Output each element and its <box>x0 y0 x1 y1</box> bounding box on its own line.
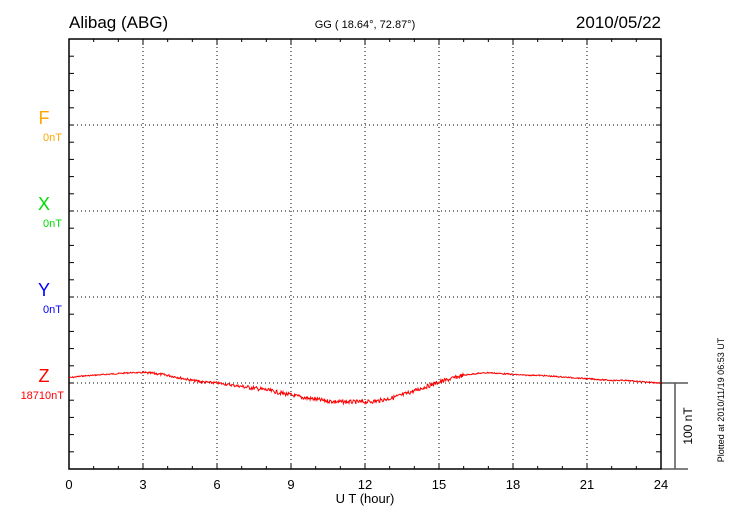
x-tick-label: 0 <box>65 477 72 492</box>
x-tick-label: 24 <box>654 477 668 492</box>
chart-subtitle: GG ( 18.64°, 72.87°) <box>315 19 416 31</box>
x-tick-label: 6 <box>213 477 220 492</box>
plotted-note: Plotted at 2010/11/19 06:53 UT <box>716 337 726 462</box>
component-label-z: Z <box>39 366 50 386</box>
x-tick-label: 21 <box>580 477 594 492</box>
component-baseline-f: 0nT <box>43 132 62 144</box>
component-label-x: X <box>38 194 50 214</box>
x-tick-label: 12 <box>358 477 372 492</box>
x-tick-label: 15 <box>432 477 446 492</box>
plot-frame <box>68 38 662 470</box>
component-label-f: F <box>39 108 50 128</box>
x-tick-label: 9 <box>287 477 294 492</box>
chart-title: Alibag (ABG) <box>69 13 168 32</box>
component-label-y: Y <box>38 280 50 300</box>
component-baseline-z: 18710nT <box>21 390 65 402</box>
series-z <box>69 370 662 406</box>
x-tick-label: 3 <box>139 477 146 492</box>
x-tick-label: 18 <box>506 477 520 492</box>
scale-label: 100 nT <box>681 407 695 445</box>
component-baseline-x: 0nT <box>43 218 62 230</box>
x-axis-label: U T (hour) <box>336 491 395 506</box>
chart-date: 2010/05/22 <box>576 13 661 32</box>
component-baseline-y: 0nT <box>43 304 62 316</box>
